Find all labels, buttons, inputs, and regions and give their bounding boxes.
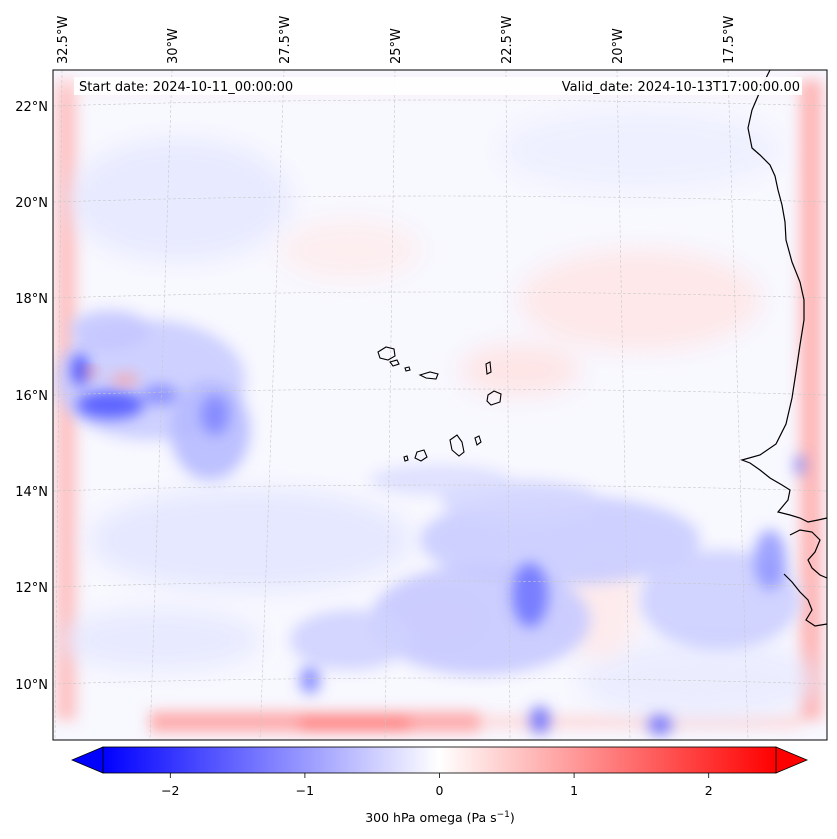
gridline-lat-18n xyxy=(53,291,827,299)
omega-field xyxy=(55,80,822,735)
lon-label-27-5w: 27.5°W xyxy=(278,16,293,64)
lat-label-18n: 18°N xyxy=(15,292,48,307)
colorbar-gradient xyxy=(102,746,777,774)
island-santo-antao xyxy=(377,346,396,361)
lat-label-10n: 10°N xyxy=(15,678,48,693)
colorbar-label-suffix: ) xyxy=(510,810,515,825)
island-fogo xyxy=(414,449,428,462)
colorbar-ticks: −2 −1 0 1 2 xyxy=(161,773,713,798)
gridline-lat-22n xyxy=(53,99,827,107)
gridline-lon-17-5w xyxy=(727,70,749,740)
colorbar-label: 300 hPa omega (Pa s−1) xyxy=(365,810,515,825)
gridline-lon-32-5w xyxy=(54,70,63,740)
latitude-labels: 22°N 20°N 18°N 16°N 14°N 12°N 10°N xyxy=(15,100,48,693)
lon-label-22-5w: 22.5°W xyxy=(500,16,515,64)
valid-date-label: Valid_date: 2024-10-13T17:00:00.00 xyxy=(562,80,800,95)
gridline-lon-20w xyxy=(616,70,631,740)
gridline-lat-14n xyxy=(53,484,827,492)
map-panel xyxy=(53,69,828,740)
colorbar-extend-high xyxy=(775,746,809,774)
cape-verde-islands xyxy=(377,346,502,462)
africa-coastline xyxy=(740,69,828,627)
longitude-labels: 32.5°W 30°W 27.5°W 25°W 22.5°W 20°W 17.5… xyxy=(56,16,737,64)
colorbar-tick-label: 0 xyxy=(436,783,444,798)
island-santa-luzia xyxy=(404,366,411,372)
colorbar-label-superscript: −1 xyxy=(497,810,510,820)
gridline-lat-16n xyxy=(53,388,827,396)
southern-strong-blue xyxy=(300,455,805,735)
lat-label-20n: 20°N xyxy=(15,196,48,211)
lat-label-22n: 22°N xyxy=(15,100,48,115)
lon-label-32-5w: 32.5°W xyxy=(56,16,71,64)
island-santiago xyxy=(449,434,465,457)
start-date-label: Start date: 2024-10-11_00:00:00 xyxy=(79,80,293,95)
colorbar-extend-low xyxy=(70,746,104,774)
gridline-lon-25w xyxy=(384,70,396,740)
lat-label-14n: 14°N xyxy=(15,485,48,500)
colorbar-tick-label: 2 xyxy=(705,783,713,798)
lon-label-25w: 25°W xyxy=(389,28,404,64)
map-frame xyxy=(52,69,828,741)
colorbar: −2 −1 0 1 2 300 hPa omega (Pa s−1) xyxy=(70,746,809,825)
header-band xyxy=(74,77,802,95)
lon-label-17-5w: 17.5°W xyxy=(722,16,737,64)
island-sao-nicolau xyxy=(418,371,439,380)
gridlines xyxy=(53,70,827,740)
colorbar-tick-label: −2 xyxy=(161,783,179,798)
island-boa-vista xyxy=(486,390,502,406)
lat-label-12n: 12°N xyxy=(15,581,48,596)
colorbar-tick-label: 1 xyxy=(570,783,578,798)
lat-label-16n: 16°N xyxy=(15,389,48,404)
gridline-lat-12n xyxy=(53,580,827,588)
gridline-lon-27-5w xyxy=(259,70,285,740)
gridline-lon-30w xyxy=(149,70,173,740)
island-brava xyxy=(403,455,409,462)
island-maio xyxy=(474,435,482,446)
western-red-spots xyxy=(84,367,139,387)
gridline-lat-20n xyxy=(53,195,827,203)
gridline-lon-22-5w xyxy=(505,70,511,740)
island-sal xyxy=(485,361,492,375)
faint-blue-patches xyxy=(60,110,820,720)
western-strong-blue xyxy=(72,354,229,435)
colorbar-tick-label: −1 xyxy=(296,783,314,798)
gridline-lat-10n xyxy=(53,677,827,685)
lon-label-30w: 30°W xyxy=(166,28,181,64)
colorbar-label-main: 300 hPa omega (Pa s xyxy=(365,810,496,825)
lon-label-20w: 20°W xyxy=(611,28,626,64)
island-sao-vicente xyxy=(389,359,400,367)
